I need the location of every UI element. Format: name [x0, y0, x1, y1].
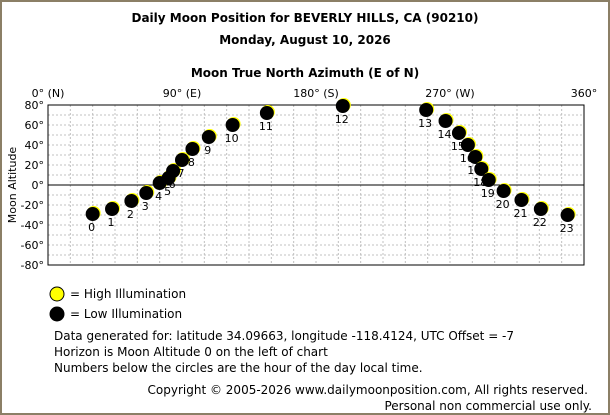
hour-label: 10 — [225, 132, 239, 145]
x-tick-label: 90° (E) — [163, 87, 202, 100]
info-hours: Numbers below the circles are the hour o… — [54, 361, 423, 375]
hour-label: 2 — [127, 208, 134, 221]
hour-label: 13 — [418, 117, 432, 130]
info-horizon: Horizon is Moon Altitude 0 on the left o… — [54, 345, 328, 359]
hour-label: 4 — [155, 190, 162, 203]
hour-label: 6 — [169, 178, 176, 191]
chart-title: Daily Moon Position for BEVERLY HILLS, C… — [131, 11, 479, 25]
hour-label: 21 — [513, 207, 527, 220]
moon-point — [105, 202, 120, 216]
hour-label: 5 — [164, 185, 171, 198]
moon-point — [468, 150, 483, 164]
hour-label: 8 — [188, 156, 195, 169]
moon-point — [451, 126, 466, 140]
hour-label: 3 — [142, 200, 149, 213]
hour-label: 11 — [259, 120, 273, 133]
y-tick-label: 80° — [25, 99, 45, 112]
moon-point — [474, 162, 489, 176]
hour-label: 9 — [204, 144, 211, 157]
chart-date: Monday, August 10, 2026 — [219, 33, 391, 47]
usage-notice: Personal non commercial use only. — [384, 399, 592, 413]
y-tick-label: 20° — [25, 159, 45, 172]
legend-high-label: = High Illumination — [70, 287, 187, 301]
legend-low-label: = Low Illumination — [70, 307, 183, 321]
y-tick-label: 40° — [25, 139, 45, 152]
hour-label: 19 — [481, 187, 495, 200]
hour-label: 7 — [178, 167, 185, 180]
moon-point — [481, 173, 496, 187]
copyright-notice: Copyright © 2005-2026 www.dailymoonposit… — [147, 383, 588, 397]
x-tick-label: 360° — [571, 87, 598, 100]
x-axis-label: Moon True North Azimuth (E of N) — [190, 66, 420, 80]
y-tick-label: 0° — [32, 179, 45, 192]
hour-label: 12 — [335, 113, 349, 126]
moon-point — [139, 186, 154, 200]
hour-label: 22 — [533, 216, 547, 229]
y-tick-label: -40° — [21, 219, 44, 232]
moon-point — [335, 99, 350, 113]
high-illumination-icon — [49, 286, 65, 302]
y-tick-label: -80° — [21, 259, 44, 272]
hour-label: 23 — [560, 222, 574, 235]
x-tick-label: 270° (W) — [425, 87, 474, 100]
moon-point — [201, 130, 216, 144]
moon-point — [166, 164, 181, 178]
moon-point — [419, 103, 434, 117]
low-illumination-icon — [49, 306, 65, 322]
moon-point — [496, 184, 511, 198]
moon-point — [175, 153, 189, 167]
moon-point — [514, 193, 529, 207]
y-tick-label: 60° — [25, 119, 45, 132]
y-axis-label: Moon Altitude — [6, 147, 19, 224]
y-tick-label: -20° — [21, 199, 44, 212]
x-tick-label: 180° (S) — [293, 87, 339, 100]
moon-point — [185, 142, 200, 156]
moon-point — [225, 118, 240, 132]
moon-point — [85, 207, 100, 221]
hour-label: 0 — [88, 221, 95, 234]
hour-label: 14 — [438, 128, 452, 141]
moon-point — [460, 138, 475, 152]
moon-point — [560, 208, 575, 222]
hour-label: 1 — [108, 216, 115, 229]
moon-point — [124, 194, 139, 208]
moon-point — [259, 106, 274, 120]
moon-point — [533, 202, 548, 216]
hour-label: 20 — [496, 198, 510, 211]
x-tick-label: 0° (N) — [32, 87, 65, 100]
moon-point — [438, 114, 453, 128]
y-tick-label: -60° — [21, 239, 44, 252]
axes: 0° (N) 90° (E) 180° (S) 270° (W) 360°80°60°4… — [6, 87, 597, 272]
info-location: Data generated for: latitude 34.09663, l… — [54, 329, 515, 343]
